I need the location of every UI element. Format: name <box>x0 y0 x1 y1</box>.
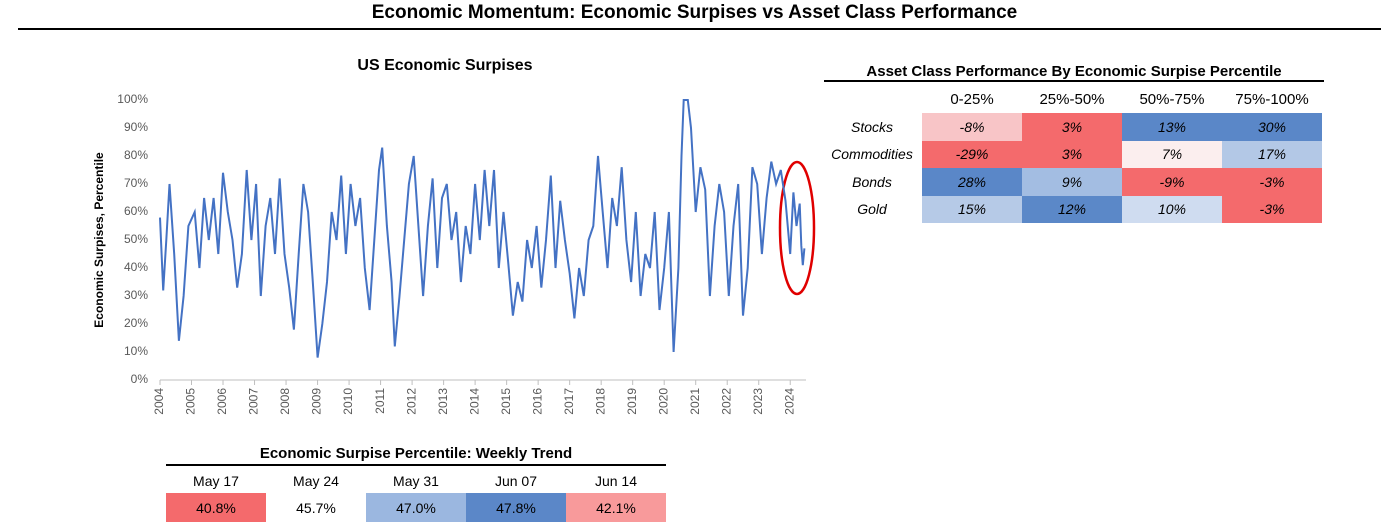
y-tick-label: 90% <box>124 120 148 134</box>
table-cell: 7% <box>1122 140 1222 168</box>
x-tick-label: 2023 <box>751 388 765 415</box>
table-cell: 40.8% <box>166 493 266 522</box>
x-tick-label: 2017 <box>562 388 576 415</box>
table-cell: 9% <box>1022 168 1122 196</box>
y-tick-label: 100% <box>117 92 148 106</box>
title-rule <box>18 28 1381 30</box>
row-label: Bonds <box>852 173 892 190</box>
x-tick-label: 2006 <box>215 388 229 415</box>
table-cell: 45.7% <box>266 493 366 522</box>
y-tick-label: 0% <box>131 372 149 386</box>
column-header: 50%-75% <box>1139 90 1205 108</box>
highlight-ellipse <box>778 160 816 296</box>
table-cell: -3% <box>1222 168 1322 196</box>
column-header: May 17 <box>193 472 239 489</box>
y-tick-label: 50% <box>124 232 148 246</box>
y-tick-label: 20% <box>124 316 148 330</box>
y-tick-label: 80% <box>124 148 148 162</box>
y-tick-label: 10% <box>124 344 148 358</box>
x-tick-label: 2011 <box>373 388 387 414</box>
table-cell: 3% <box>1022 140 1122 168</box>
table-cell: 13% <box>1122 113 1222 141</box>
y-tick-label: 60% <box>124 204 148 218</box>
table-cell: -29% <box>922 140 1022 168</box>
table-cell: 10% <box>1122 195 1222 223</box>
x-tick-label: 2018 <box>593 388 607 415</box>
table-cell: 3% <box>1022 113 1122 141</box>
x-tick-label: 2007 <box>247 388 261 415</box>
y-tick-label: 30% <box>124 288 148 302</box>
column-header: Jun 07 <box>494 472 538 489</box>
column-header: May 31 <box>393 472 439 489</box>
table-cell: 42.1% <box>566 493 666 522</box>
table-cell: 12% <box>1022 195 1122 223</box>
table-cell: 30% <box>1222 113 1322 141</box>
table-cell: 15% <box>922 195 1022 223</box>
row-label: Gold <box>857 201 887 217</box>
column-header: May 24 <box>293 472 339 489</box>
table-cell: -9% <box>1122 168 1222 196</box>
x-tick-label: 2020 <box>656 388 670 415</box>
column-header: 0-25% <box>950 90 994 108</box>
table-cell: 47.8% <box>466 493 566 522</box>
y-tick-label: 40% <box>124 260 148 274</box>
row-label: Commodities <box>831 146 913 162</box>
weekly-table: Economic Surpise Percentile: Weekly Tren… <box>166 443 666 525</box>
x-tick-label: 2004 <box>152 388 166 415</box>
table-cell: 28% <box>922 168 1022 196</box>
x-tick-label: 2010 <box>341 388 355 415</box>
x-tick-label: 2008 <box>278 388 292 415</box>
y-axis-label: Economic Surpises, Percentile <box>92 152 106 328</box>
x-tick-label: 2024 <box>782 388 796 415</box>
table-cell: 47.0% <box>366 493 466 522</box>
table-title: Economic Surpise Percentile: Weekly Tren… <box>166 443 666 466</box>
x-tick-label: 2014 <box>467 388 481 415</box>
column-header: Jun 14 <box>594 472 638 489</box>
x-tick-label: 2012 <box>404 388 418 415</box>
chart-title: US Economic Surpises <box>357 57 532 74</box>
page-title: Economic Momentum: Economic Surpises vs … <box>371 2 1018 23</box>
row-label: Stocks <box>850 118 893 135</box>
x-tick-label: 2021 <box>688 388 702 415</box>
table-cell: 17% <box>1222 140 1322 168</box>
x-tick-label: 2005 <box>184 388 198 415</box>
x-tick-label: 2015 <box>499 388 513 415</box>
x-tick-label: 2019 <box>625 388 639 415</box>
line-series <box>159 99 806 358</box>
performance-table: Asset Class Performance By Economic Surp… <box>824 62 1324 227</box>
x-tick-label: 2009 <box>310 388 324 415</box>
table-cell: -3% <box>1222 195 1322 223</box>
table-title: Asset Class Performance By Economic Surp… <box>824 62 1324 82</box>
x-tick-label: 2016 <box>530 388 544 415</box>
x-tick-label: 2013 <box>436 388 450 415</box>
column-header: 75%-100% <box>1235 90 1309 108</box>
table-cell: -8% <box>922 113 1022 141</box>
y-tick-label: 70% <box>124 176 148 190</box>
x-tick-label: 2022 <box>719 388 733 415</box>
column-header: 25%-50% <box>1039 90 1105 108</box>
